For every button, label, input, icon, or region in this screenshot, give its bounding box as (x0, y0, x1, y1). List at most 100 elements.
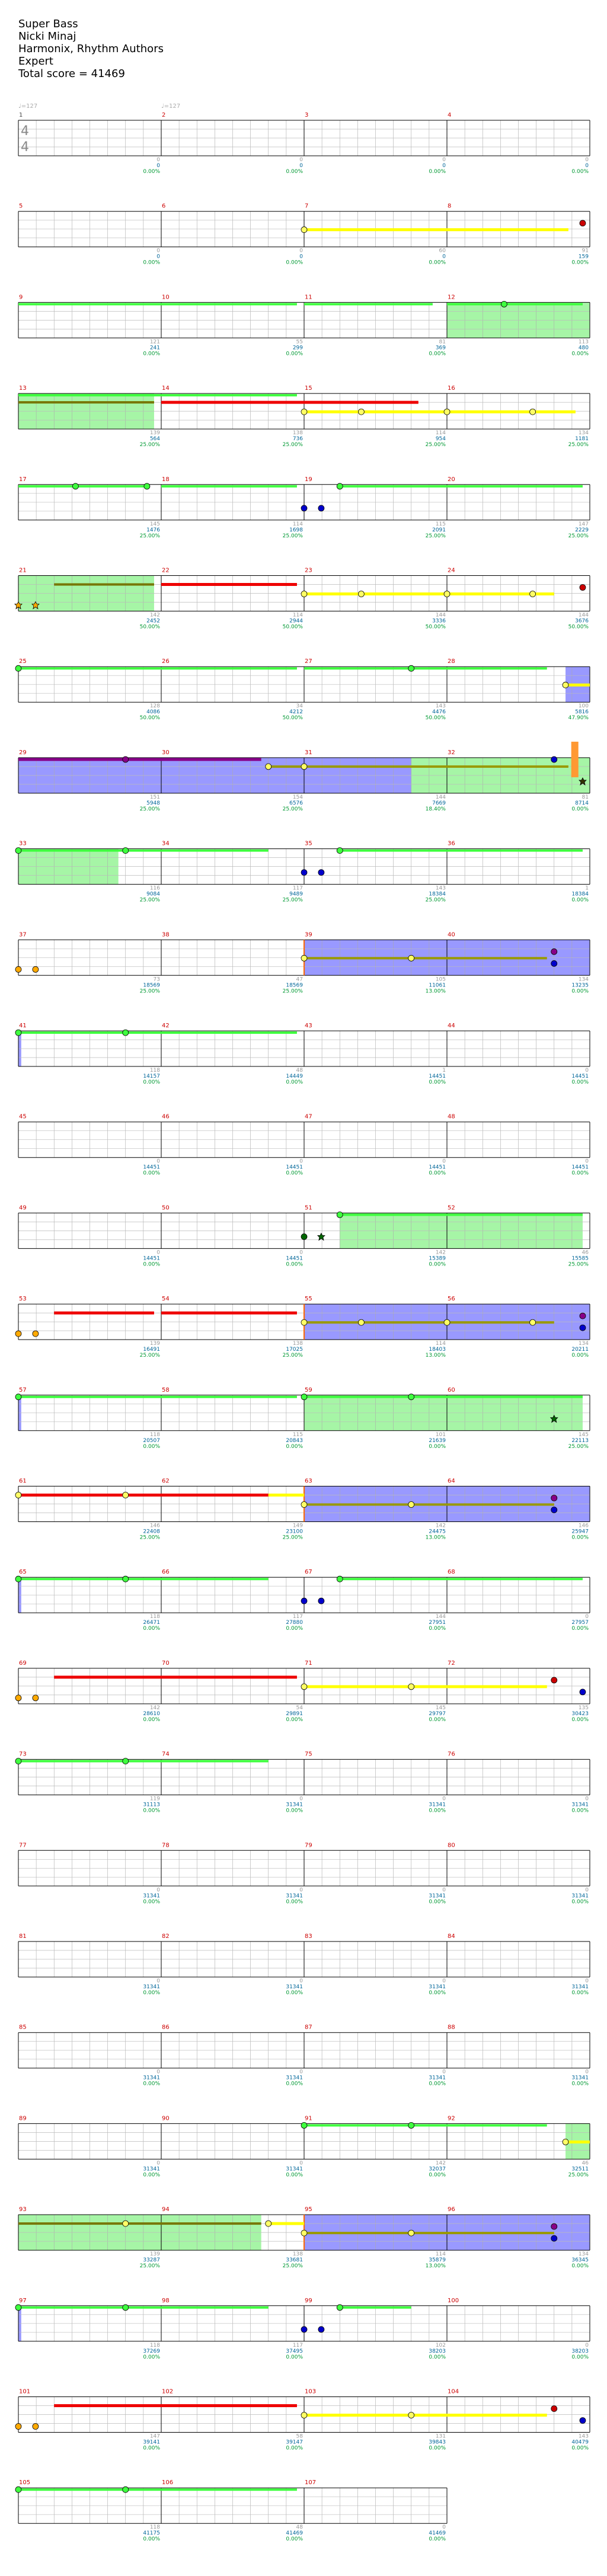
measure-number: 82 (162, 1933, 170, 1940)
measure-multiplier-pct: 0.00% (571, 1899, 589, 1905)
difficulty-label: Expert (18, 55, 53, 68)
measure-multiplier-pct: 0.00% (429, 1261, 446, 1267)
measure-score: 17025 (286, 1347, 303, 1353)
time-signature-top: 4 (21, 124, 29, 139)
measure-score: 0 (585, 163, 589, 169)
measure-note-count: 114 (293, 613, 303, 619)
measure-score: 29797 (429, 1711, 446, 1717)
measure-multiplier-pct: 0.00% (571, 2354, 589, 2360)
measure-score: 8714 (575, 800, 589, 806)
measure-score: 31341 (429, 1893, 446, 1899)
sustain-bar (18, 758, 261, 761)
star-note (14, 601, 23, 610)
gem-note (72, 483, 79, 490)
measure-note-count: 0 (585, 1068, 589, 1074)
measure-note-count: 147 (579, 521, 589, 527)
time-signature-bottom: 4 (21, 140, 29, 155)
measure-multiplier-pct: 0.00% (571, 351, 589, 357)
measure-score: 31341 (286, 1802, 303, 1808)
gem-note (265, 2220, 272, 2227)
measure-number: 75 (305, 1751, 312, 1758)
measure-score: 36345 (571, 2257, 589, 2263)
total-score: Total score = 41469 (18, 68, 125, 80)
sustain-bar (340, 1213, 583, 1216)
measure-score: 24475 (429, 1529, 446, 1535)
measure-note-count: 114 (436, 430, 446, 436)
measure-note-count: 139 (150, 1341, 160, 1347)
sustain-bar (161, 401, 418, 404)
gem-note (301, 1501, 308, 1508)
star-note (31, 601, 40, 610)
measure-note-count: 46 (582, 1249, 589, 1255)
measure-score: 31341 (286, 1893, 303, 1899)
measure-note-count: 0 (585, 1159, 589, 1165)
measure-score: 31341 (571, 1802, 589, 1808)
measure-multiplier-pct: 0.00% (571, 1626, 589, 1632)
sustain-bar (304, 228, 568, 232)
measure-score: 14451 (286, 1255, 303, 1261)
measure-score: 14157 (143, 1074, 160, 1079)
measure-multiplier-pct: 50.00% (568, 624, 589, 630)
gem-note (301, 1393, 308, 1401)
measure-note-count: 131 (436, 2434, 446, 2440)
measure-score: 11061 (429, 982, 446, 988)
measure-score: 564 (150, 436, 160, 442)
measure-note-count: 60 (439, 248, 446, 254)
measure-score: 2944 (289, 619, 303, 624)
measure-score: 41469 (429, 2530, 446, 2536)
measure-number: 37 (19, 931, 27, 938)
measure-number: 78 (162, 1842, 170, 1848)
measure-note-count: 121 (150, 339, 160, 345)
measure-note-count: 144 (436, 794, 446, 800)
measure-multiplier-pct: 0.00% (143, 1626, 160, 1632)
measure-multiplier-pct: 0.00% (286, 1808, 303, 1814)
measure-note-count: 0 (156, 2069, 160, 2075)
measure-note-count: 0 (585, 2069, 589, 2075)
measure-score: 35879 (429, 2257, 446, 2263)
measure-number: 26 (162, 658, 170, 665)
measure-multiplier-pct: 13.00% (426, 2263, 446, 2269)
measure-number: 104 (448, 2389, 459, 2395)
measure-score: 22408 (143, 1529, 160, 1535)
sustain-bar (18, 1031, 126, 1034)
measure-number: 94 (162, 2206, 170, 2213)
measure-note-count: 154 (293, 794, 303, 800)
measure-number: 56 (448, 1296, 455, 1302)
measure-multiplier-pct: 0.00% (143, 2172, 160, 2178)
measure-note-count: 134 (579, 2251, 589, 2257)
gem-note (551, 1507, 558, 1513)
measure-number: 74 (162, 1751, 170, 1758)
measure-number: 35 (305, 841, 312, 847)
measure-score: 32037 (429, 2166, 446, 2172)
measure-multiplier-pct: 13.00% (426, 1353, 446, 1359)
measure-number: 71 (305, 1660, 312, 1667)
gem-note (408, 1683, 415, 1690)
gem-note (579, 1689, 586, 1696)
measure-number: 83 (305, 1933, 312, 1940)
measure-score: 6576 (289, 800, 303, 806)
measure-number: 4 (448, 112, 451, 118)
measure-score: 38203 (571, 2348, 589, 2354)
measure-number: 29 (19, 749, 27, 756)
measure-note-count: 34 (296, 703, 304, 709)
measure-score: 0 (156, 254, 160, 260)
measure-score: 14451 (429, 1074, 446, 1079)
gem-note (122, 847, 129, 854)
sustain-bar (411, 667, 547, 670)
measure-note-count: 115 (293, 1432, 303, 1438)
measure-score: 159 (579, 254, 589, 260)
measure-note-count: 118 (150, 1432, 160, 1438)
measure-number: 62 (162, 1478, 170, 1485)
sustain-bar (18, 401, 154, 404)
measure-note-count: 114 (293, 521, 303, 527)
measure-multiplier-pct: 0.00% (429, 1990, 446, 1996)
measure-note-count: 0 (442, 2069, 446, 2075)
measure-note-count: 135 (579, 1705, 589, 1711)
measure-number: 38 (162, 931, 170, 938)
sustain-bar (18, 849, 269, 852)
measure-number: 73 (19, 1751, 27, 1758)
measure-number: 1 (19, 112, 23, 118)
sustain-bar (18, 1395, 297, 1398)
measure-number: 45 (19, 1114, 27, 1120)
measure-multiplier-pct: 0.00% (429, 2081, 446, 2087)
